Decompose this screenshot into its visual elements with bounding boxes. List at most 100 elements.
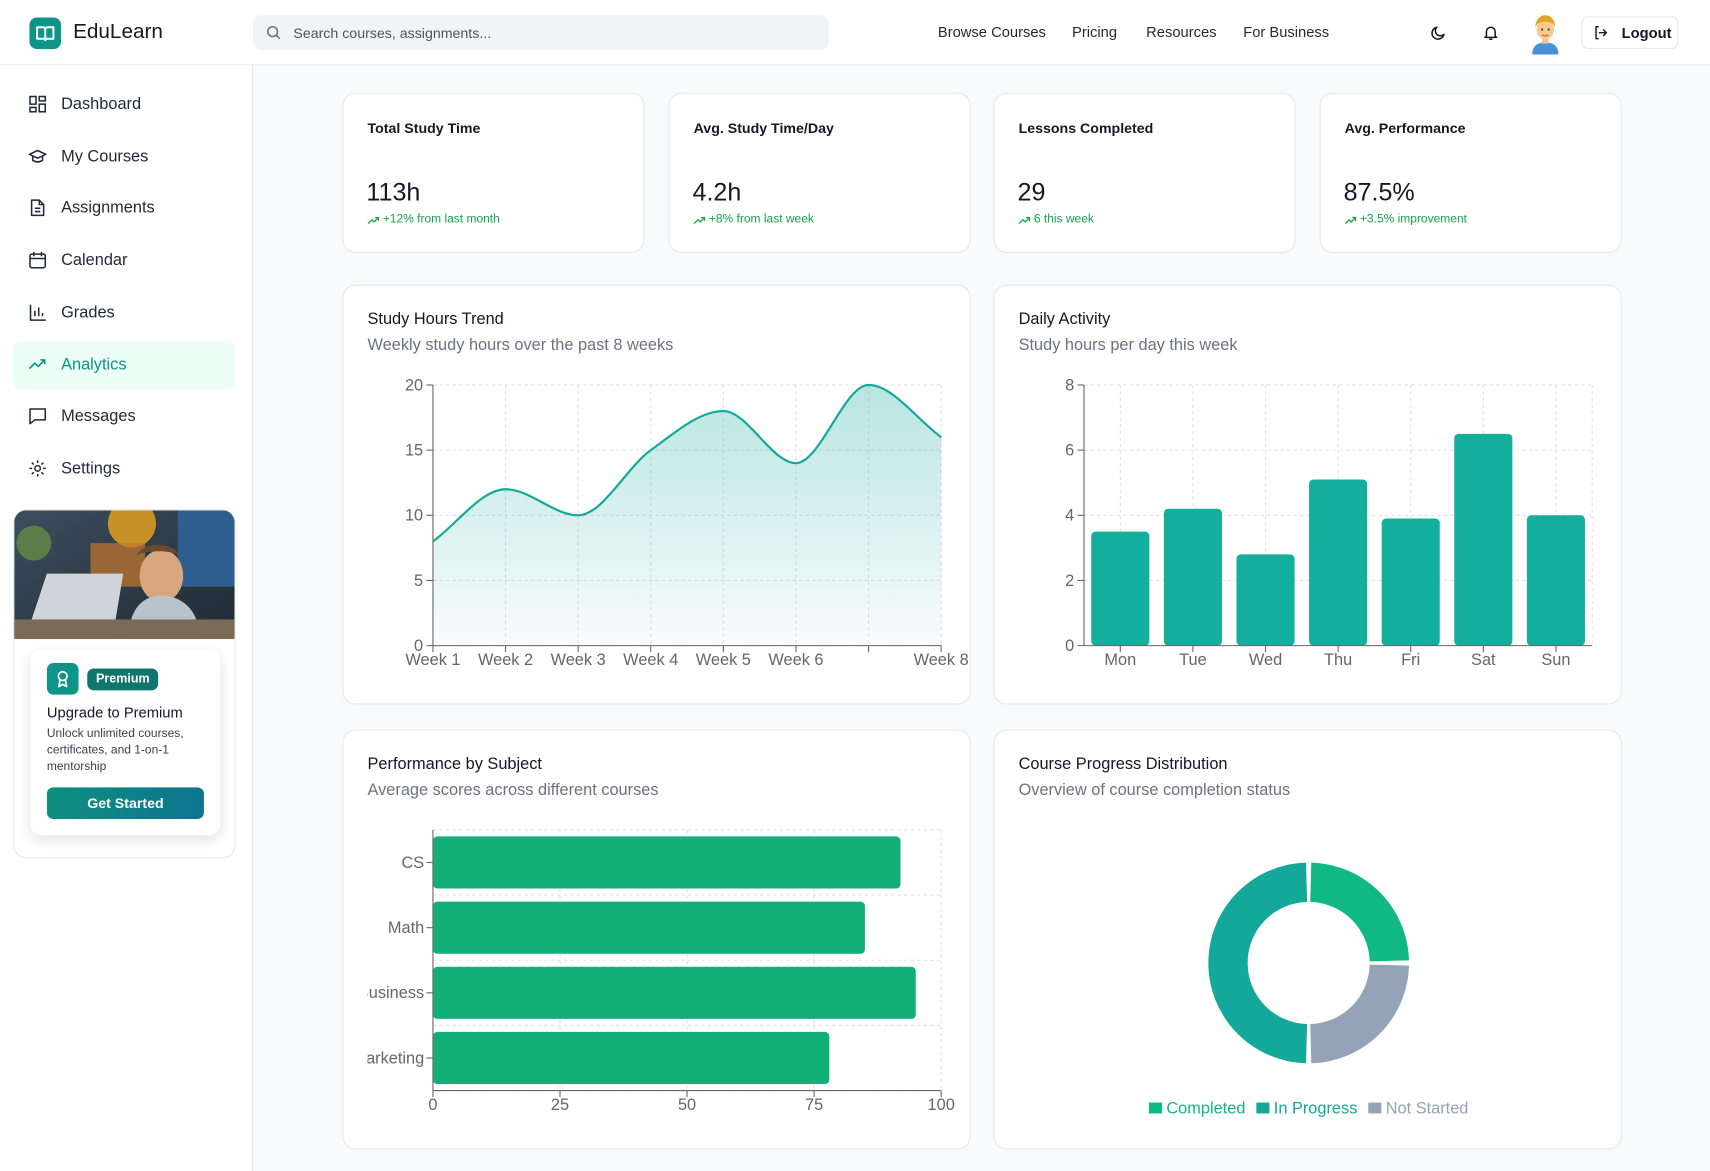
y-tick-label: 6: [1065, 442, 1074, 460]
sidebar-icon: [28, 251, 47, 270]
y-tick-label: Business: [358, 984, 424, 1002]
chart-card: Course Progress DistributionOverview of …: [994, 730, 1622, 1150]
notifications[interactable]: [1482, 24, 1499, 41]
y-tick-label: Math: [388, 919, 424, 937]
y-tick-label: 10: [405, 507, 423, 525]
bar: [1527, 515, 1585, 645]
logout-button[interactable]: Logout: [1581, 16, 1678, 49]
stat-card: Avg. Performance87.5%+3.5% improvement: [1320, 93, 1622, 253]
sidebar-label: My Courses: [61, 147, 148, 166]
legend-label: Not Started: [1386, 1099, 1469, 1117]
chart-subtitle: Weekly study hours over the past 8 weeks: [368, 336, 674, 354]
bar: [1236, 554, 1294, 645]
x-tick-label: Thu: [1324, 651, 1352, 669]
sidebar-icon: [28, 407, 47, 426]
trend-icon-path: [694, 218, 704, 224]
x-tick-label: Tue: [1179, 651, 1207, 669]
stat-change: 6 this week: [1034, 213, 1094, 226]
y-tick-label: Marketing: [352, 1049, 424, 1067]
bar: [1454, 434, 1512, 646]
promo-title: Upgrade to Premium: [47, 705, 183, 721]
sidebar-icon: [28, 303, 47, 322]
premium-badge: Premium: [87, 669, 158, 691]
sidebar-item[interactable]: Assignments: [13, 184, 235, 232]
stat-change: +12% from last month: [383, 213, 500, 226]
x-tick-label: Week 8: [914, 651, 969, 669]
y-tick-label: 20: [405, 376, 423, 394]
x-tick-label: 0: [428, 1096, 437, 1114]
stat-value: 29: [1017, 178, 1045, 207]
stat-card: Lessons Completed296 this week: [994, 93, 1296, 253]
trend-icon-path: [1345, 218, 1355, 224]
search-placeholder: Search courses, assignments...: [293, 25, 491, 41]
nav-link[interactable]: For Business: [1243, 24, 1329, 40]
sidebar-item[interactable]: Calendar: [13, 237, 235, 285]
logo-icon: [29, 17, 61, 49]
search-icon: [266, 25, 281, 40]
chart: Study Hours Trend Weekly study hours over…: [344, 286, 972, 706]
x-tick-label: Sun: [1541, 651, 1570, 669]
y-tick-label: 0: [1065, 637, 1074, 655]
sidebar-icon: [28, 95, 47, 114]
chart-subtitle: Study hours per day this week: [1019, 336, 1239, 354]
x-tick-label: Fri: [1401, 651, 1420, 669]
sidebar-item[interactable]: Grades: [13, 289, 235, 337]
chart: Performance by SubjectAverage scores acr…: [344, 731, 972, 1151]
x-tick-label: Week 3: [551, 651, 606, 669]
avatar[interactable]: [1528, 13, 1563, 54]
chart: Daily ActivityStudy hours per day this w…: [995, 286, 1623, 706]
nav-link[interactable]: Resources: [1146, 24, 1216, 40]
stat-value: 113h: [366, 178, 420, 207]
sidebar-item[interactable]: Messages: [13, 393, 235, 441]
chart-title: Study Hours Trend: [368, 310, 504, 328]
theme-toggle[interactable]: [1430, 24, 1447, 41]
sidebar-item[interactable]: Dashboard: [13, 81, 235, 129]
sidebar-item[interactable]: Settings: [13, 445, 235, 493]
x-tick-label: Week 6: [768, 651, 823, 669]
top-bar: EduLearn Search courses, assignments... …: [0, 0, 1710, 65]
stat-label: Total Study Time: [368, 120, 481, 136]
logo[interactable]: [29, 17, 61, 49]
bar: [433, 967, 916, 1019]
legend-label: In Progress: [1274, 1099, 1358, 1117]
stat-value: 87.5%: [1344, 178, 1415, 207]
trend-icon-path: [368, 218, 378, 224]
bar: [1091, 532, 1149, 646]
x-tick-label: Wed: [1249, 651, 1282, 669]
sidebar-label: Settings: [61, 459, 120, 478]
x-tick-label: Mon: [1104, 651, 1136, 669]
sidebar-label: Grades: [61, 303, 115, 322]
x-tick-label: Week 4: [623, 651, 678, 669]
bar: [1309, 479, 1367, 645]
legend: Completed In Progress Not Started: [1149, 1099, 1468, 1117]
x-tick-label: Week 1: [405, 651, 460, 669]
promo-button[interactable]: Get Started: [47, 787, 204, 819]
x-tick-label: 25: [551, 1096, 569, 1114]
sidebar-label: Messages: [61, 407, 136, 426]
trend-icon: [368, 216, 380, 225]
nav-link[interactable]: Browse Courses: [938, 24, 1046, 40]
bar: [433, 836, 901, 888]
logout-label: Logout: [1622, 25, 1672, 41]
sidebar-icon: [28, 459, 47, 478]
stat-card: Avg. Study Time/Day4.2h+8% from last wee…: [669, 93, 971, 253]
sidebar-item[interactable]: My Courses: [13, 133, 235, 181]
stat-label: Avg. Performance: [1345, 120, 1466, 136]
sidebar-label: Dashboard: [61, 95, 141, 114]
y-tick-label: 2: [1065, 572, 1074, 590]
search-box[interactable]: Search courses, assignments...: [253, 15, 829, 50]
sidebar-icon: [28, 356, 47, 375]
logout-icon: [1593, 25, 1608, 40]
y-tick-label: 5: [414, 572, 423, 590]
legend-label: Completed: [1166, 1099, 1245, 1117]
sidebar-item[interactable]: Analytics: [13, 341, 235, 389]
promo-icon: [47, 663, 79, 695]
x-tick-label: Sat: [1471, 651, 1496, 669]
stat-label: Avg. Study Time/Day: [694, 120, 834, 136]
nav-link[interactable]: Pricing: [1072, 24, 1117, 40]
sidebar-icon: [28, 198, 47, 217]
chart-subtitle: Overview of course completion status: [1019, 781, 1291, 799]
y-tick-label: CS: [402, 854, 425, 872]
trend-icon-path: [1019, 218, 1029, 224]
